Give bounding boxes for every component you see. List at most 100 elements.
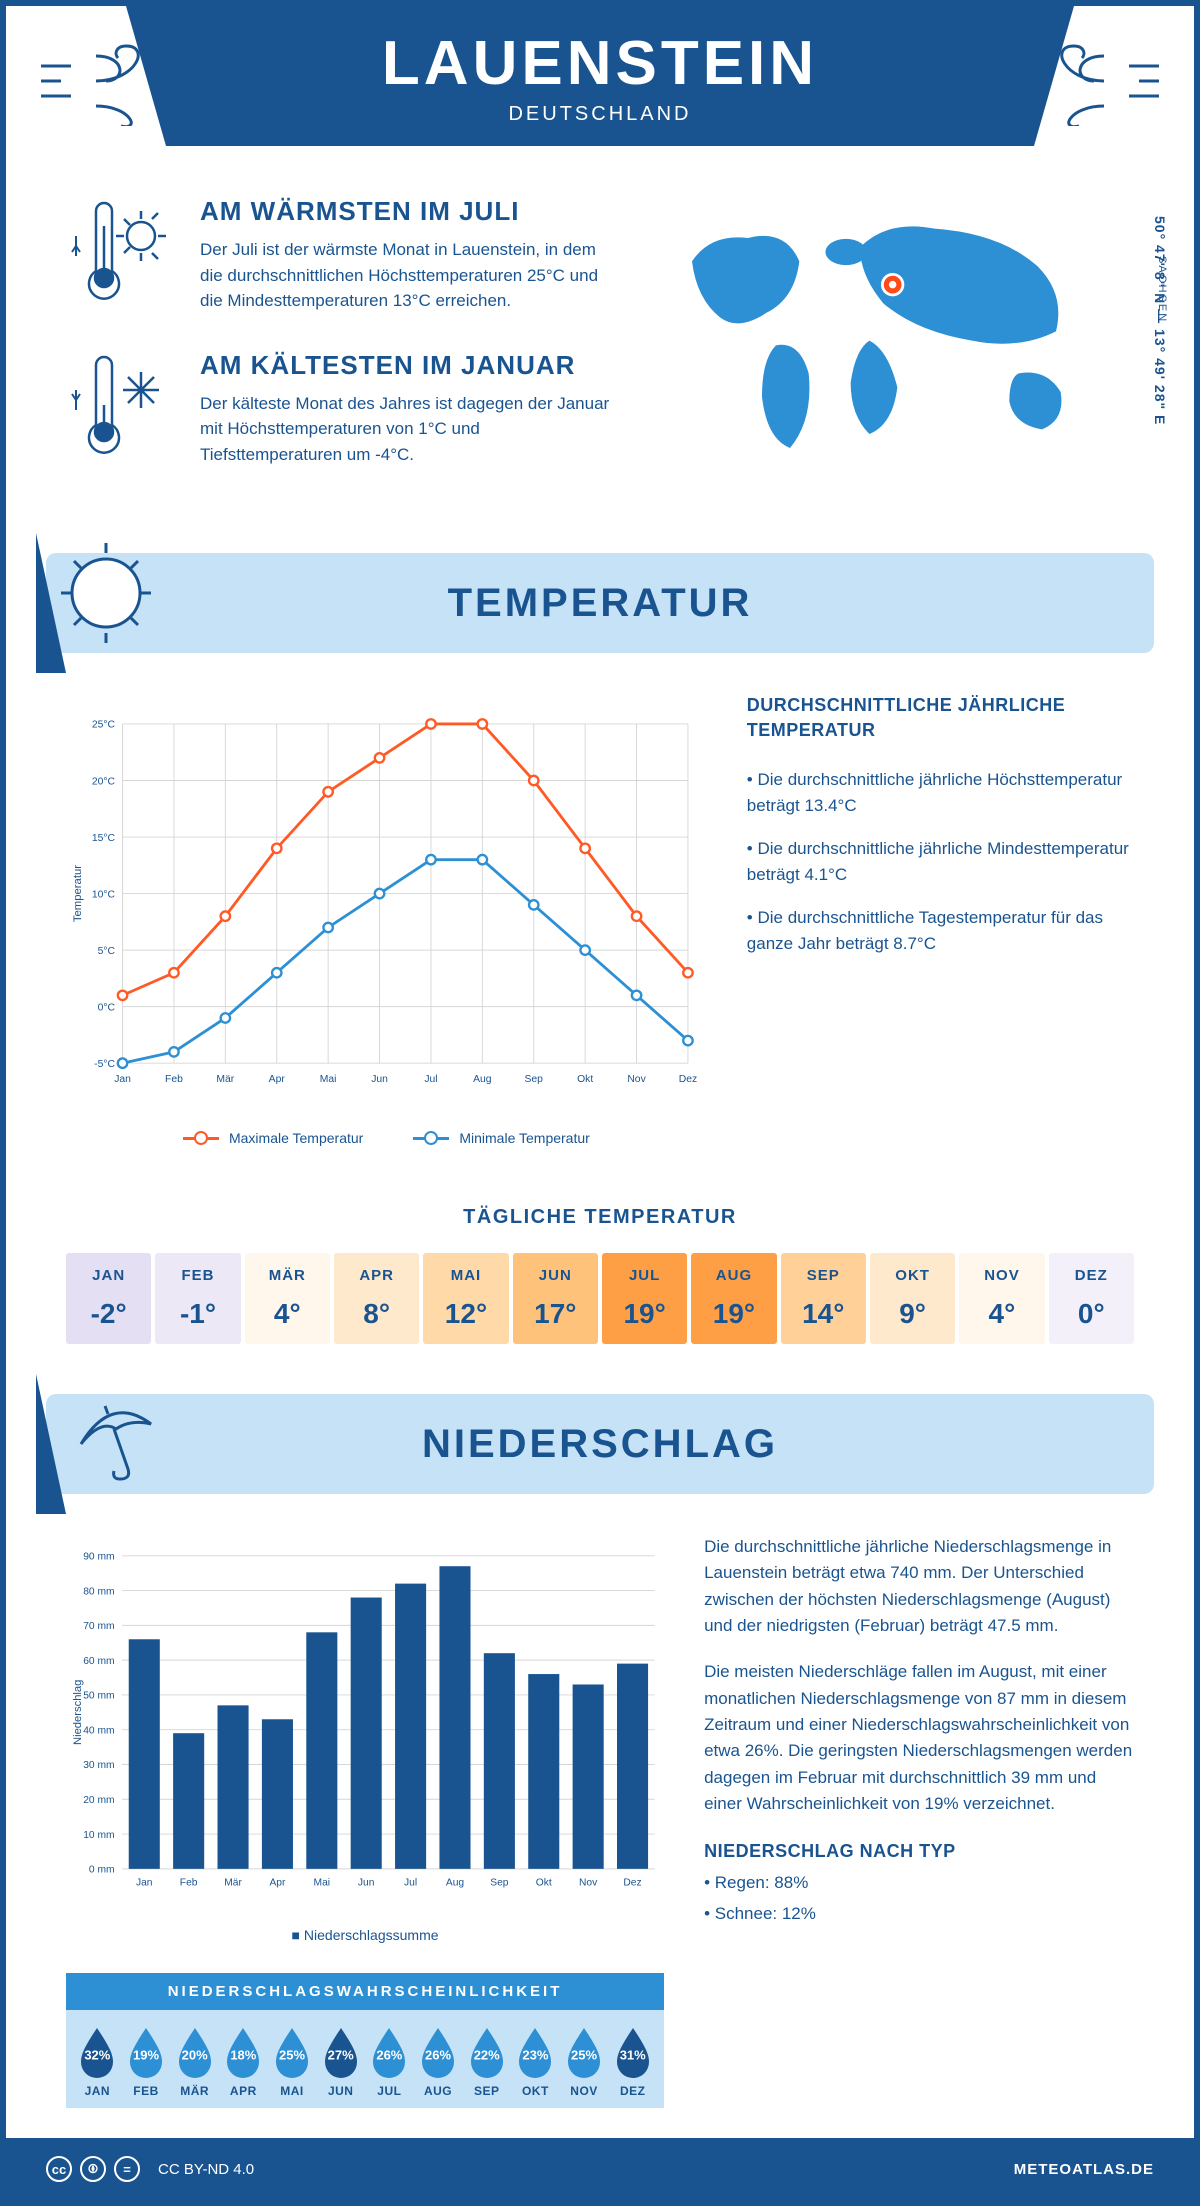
svg-text:Dez: Dez <box>679 1074 697 1085</box>
temp-bullet: • Die durchschnittliche Tagestemperatur … <box>747 905 1134 956</box>
svg-text:Sep: Sep <box>525 1074 544 1085</box>
daily-cell: SEP14° <box>781 1253 866 1344</box>
svg-text:20°C: 20°C <box>92 776 116 787</box>
thermometer-hot-icon <box>66 196 176 314</box>
intro-section: AM WÄRMSTEN IM JULI Der Juli ist der wär… <box>6 146 1194 533</box>
type-bullet: • Regen: 88% <box>704 1870 1134 1896</box>
umbrella-icon <box>36 1374 166 1514</box>
svg-text:Jul: Jul <box>404 1878 417 1889</box>
prob-cell: 26%JUL <box>366 2024 413 2098</box>
prob-cell: 22%SEP <box>463 2024 510 2098</box>
daily-cell: DEZ0° <box>1049 1253 1134 1344</box>
temp-bullet: • Die durchschnittliche jährliche Höchst… <box>747 767 1134 818</box>
coldest-title: AM KÄLTESTEN IM JANUAR <box>200 350 621 381</box>
svg-text:Apr: Apr <box>269 1878 286 1889</box>
precip-type-title: NIEDERSCHLAG NACH TYP <box>704 1841 1134 1862</box>
svg-text:Okt: Okt <box>577 1074 593 1085</box>
daily-temp-title: TÄGLICHE TEMPERATUR <box>6 1206 1194 1229</box>
svg-text:Mär: Mär <box>224 1878 242 1889</box>
svg-text:Aug: Aug <box>473 1074 492 1085</box>
header-banner: LAUENSTEIN DEUTSCHLAND <box>166 6 1034 146</box>
daily-cell: MÄR4° <box>245 1253 330 1344</box>
prob-cell: 26%AUG <box>415 2024 462 2098</box>
world-map <box>661 196 1134 476</box>
svg-text:Niederschlag: Niederschlag <box>72 1680 84 1745</box>
precip-bar-chart: 0 mm10 mm20 mm30 mm40 mm50 mm60 mm70 mm8… <box>66 1534 664 1914</box>
svg-text:Aug: Aug <box>446 1878 465 1889</box>
prob-cell: 19%FEB <box>123 2024 170 2098</box>
warmest-block: AM WÄRMSTEN IM JULI Der Juli ist der wär… <box>66 196 621 314</box>
svg-text:Dez: Dez <box>623 1878 641 1889</box>
daily-cell: APR8° <box>334 1253 419 1344</box>
warmest-title: AM WÄRMSTEN IM JULI <box>200 196 621 227</box>
prob-cell: 25%MAI <box>269 2024 316 2098</box>
warmest-text: Der Juli ist der wärmste Monat in Lauens… <box>200 237 621 314</box>
temperature-title: TEMPERATUR <box>448 581 753 626</box>
svg-text:Nov: Nov <box>579 1878 598 1889</box>
svg-text:20 mm: 20 mm <box>83 1795 114 1806</box>
svg-text:Jan: Jan <box>136 1878 153 1889</box>
svg-text:70 mm: 70 mm <box>83 1621 114 1632</box>
svg-text:25°C: 25°C <box>92 720 116 731</box>
svg-text:5°C: 5°C <box>98 946 116 957</box>
precip-para1: Die durchschnittliche jährliche Niedersc… <box>704 1534 1134 1639</box>
daily-cell: JUL19° <box>602 1253 687 1344</box>
svg-text:10 mm: 10 mm <box>83 1830 114 1841</box>
svg-text:Jun: Jun <box>358 1878 375 1889</box>
daily-cell: JUN17° <box>513 1253 598 1344</box>
precip-section-header: NIEDERSCHLAG <box>46 1394 1154 1494</box>
temperature-line-chart: -5°C0°C5°C10°C15°C20°C25°CJanFebMärAprMa… <box>66 693 707 1113</box>
svg-text:-5°C: -5°C <box>94 1059 115 1070</box>
svg-text:15°C: 15°C <box>92 833 116 844</box>
footer: cc🅯= CC BY-ND 4.0 METEOATLAS.DE <box>6 2138 1194 2200</box>
prob-cell: 27%JUN <box>317 2024 364 2098</box>
coldest-text: Der kälteste Monat des Jahres ist dagege… <box>200 391 621 468</box>
daily-cell: FEB-1° <box>155 1253 240 1344</box>
svg-text:Feb: Feb <box>165 1074 183 1085</box>
svg-text:Jul: Jul <box>424 1074 437 1085</box>
location-title: LAUENSTEIN <box>166 6 1034 99</box>
temperature-section-header: TEMPERATUR <box>46 553 1154 653</box>
avg-temp-title: DURCHSCHNITTLICHE JÄHRLICHE TEMPERATUR <box>747 693 1134 743</box>
daily-cell: MAI12° <box>423 1253 508 1344</box>
svg-text:Sep: Sep <box>490 1878 509 1889</box>
prob-cell: 25%NOV <box>561 2024 608 2098</box>
precip-para2: Die meisten Niederschläge fallen im Augu… <box>704 1659 1134 1817</box>
svg-text:Temperatur: Temperatur <box>72 865 84 922</box>
prob-cell: 32%JAN <box>74 2024 121 2098</box>
daily-cell: OKT9° <box>870 1253 955 1344</box>
prob-title: NIEDERSCHLAGSWAHRSCHEINLICHKEIT <box>66 1973 664 2010</box>
svg-text:50 mm: 50 mm <box>83 1691 114 1702</box>
svg-text:0 mm: 0 mm <box>89 1865 115 1876</box>
svg-text:Okt: Okt <box>536 1878 552 1889</box>
svg-text:80 mm: 80 mm <box>83 1586 114 1597</box>
legend-min: Minimale Temperatur <box>459 1130 589 1146</box>
svg-text:Jun: Jun <box>371 1074 388 1085</box>
temp-bullet: • Die durchschnittliche jährliche Mindes… <box>747 836 1134 887</box>
prob-cell: 31%DEZ <box>609 2024 656 2098</box>
svg-text:90 mm: 90 mm <box>83 1552 114 1563</box>
license-text: CC BY-ND 4.0 <box>158 2161 254 2178</box>
bar-legend: Niederschlagssumme <box>66 1927 664 1943</box>
daily-cell: AUG19° <box>691 1253 776 1344</box>
site-name: METEOATLAS.DE <box>1014 2161 1154 2178</box>
sun-icon <box>36 533 166 673</box>
prob-grid: 32%JAN19%FEB20%MÄR18%APR25%MAI27%JUN26%J… <box>66 2010 664 2108</box>
chart-legend: Maximale Temperatur Minimale Temperatur <box>66 1130 707 1146</box>
infographic-frame: LAUENSTEIN DEUTSCHLAND AM WÄRMSTEN IM JU… <box>0 0 1200 2206</box>
country-subtitle: DEUTSCHLAND <box>166 103 1034 126</box>
svg-text:Mär: Mär <box>216 1074 234 1085</box>
cc-license-icons: cc🅯= CC BY-ND 4.0 <box>46 2156 254 2182</box>
svg-text:40 mm: 40 mm <box>83 1725 114 1736</box>
daily-cell: NOV4° <box>959 1253 1044 1344</box>
prob-cell: 23%OKT <box>512 2024 559 2098</box>
prob-cell: 20%MÄR <box>171 2024 218 2098</box>
svg-text:Apr: Apr <box>269 1074 286 1085</box>
svg-text:Jan: Jan <box>114 1074 131 1085</box>
daily-temp-grid: JAN-2°FEB-1°MÄR4°APR8°MAI12°JUN17°JUL19°… <box>66 1253 1134 1344</box>
precip-title: NIEDERSCHLAG <box>422 1422 778 1467</box>
svg-text:30 mm: 30 mm <box>83 1760 114 1771</box>
svg-text:Feb: Feb <box>180 1878 198 1889</box>
svg-text:Mai: Mai <box>314 1878 331 1889</box>
type-bullet: • Schnee: 12% <box>704 1901 1134 1927</box>
